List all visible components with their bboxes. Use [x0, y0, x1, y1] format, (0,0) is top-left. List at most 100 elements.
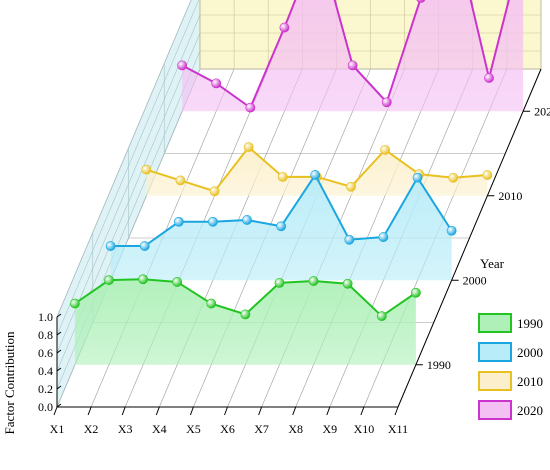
data-point-2020-X4: [279, 22, 290, 33]
z-axis-line: [397, 68, 542, 408]
x-tick-mark: [53, 406, 58, 416]
legend-label: 2020: [517, 403, 543, 418]
x-tick-label: X8: [288, 422, 303, 436]
y-tick-label: 1.0: [38, 310, 53, 324]
series-1990: [69, 274, 421, 365]
y-tick-mark: [56, 385, 62, 390]
data-point-2020-X10: [484, 73, 494, 83]
data-point-2020-X2: [211, 78, 222, 89]
y-tick-label: 0.0: [38, 400, 53, 414]
data-point-2000-X6: [276, 221, 287, 232]
data-point-1990-X6: [240, 309, 251, 320]
series-2010: [141, 142, 493, 197]
z-tick-label: 1990: [427, 358, 451, 372]
x-axis: [53, 406, 399, 416]
data-point-2000-X8: [344, 234, 355, 245]
data-point-2010-X5: [277, 171, 288, 182]
data-point-2000-X9: [378, 232, 389, 242]
data-point-1990-X10: [376, 311, 387, 322]
x-tick-mark: [87, 406, 92, 416]
data-point-1990-X7: [274, 277, 285, 288]
x-tick-mark: [258, 406, 263, 416]
data-point-2000-X10: [412, 172, 423, 183]
data-point-2020-X6: [347, 60, 358, 71]
x-tick-label: X2: [84, 422, 99, 436]
x-tick-label: X10: [354, 422, 375, 436]
data-point-2020-X8: [416, 0, 426, 3]
x-tick-mark: [224, 406, 228, 416]
y-tick-mark: [56, 331, 62, 336]
data-point-2010-X11: [482, 170, 493, 180]
data-point-2020-X7: [381, 97, 392, 108]
legend-swatch-1990: [478, 313, 512, 333]
z-tick-label: 2020: [534, 104, 550, 118]
data-point-1990-X4: [172, 277, 183, 287]
series-area-2010: [146, 147, 488, 196]
y-axis-title: Factor Contribution: [2, 331, 17, 434]
data-point-2010-X8: [380, 144, 390, 155]
data-point-2010-X1: [141, 164, 152, 175]
legend-swatch-2000: [478, 342, 512, 362]
x-tick-label: X3: [118, 422, 133, 436]
x-tick-mark: [121, 406, 126, 416]
data-point-2000-X11: [446, 225, 457, 236]
z-axis: [397, 68, 542, 408]
data-point-2010-X3: [209, 186, 220, 197]
data-point-2000-X5: [242, 215, 252, 225]
series-area-2020: [182, 0, 524, 112]
data-point-2020-X1: [177, 60, 188, 71]
data-point-2000-X1: [105, 241, 116, 251]
data-point-1990-X2: [104, 275, 114, 286]
x-tick-label: X9: [322, 422, 337, 436]
data-point-2000-X2: [139, 241, 150, 251]
x-tick-mark: [394, 406, 399, 416]
x-tick-label: X6: [220, 422, 235, 436]
data-point-2020-X3: [245, 102, 256, 113]
y-tick-label: 0.8: [38, 328, 53, 342]
series-area-1990: [74, 279, 416, 365]
data-point-2000-X7: [310, 170, 321, 180]
y-tick-label: 0.6: [38, 346, 53, 360]
legend-label: 2000: [517, 345, 543, 360]
x-tick-label: X4: [152, 422, 167, 436]
legend: [478, 313, 512, 420]
y-tick-label: 0.2: [38, 382, 53, 396]
data-point-1990-X1: [69, 298, 80, 309]
data-point-2010-X4: [243, 142, 254, 153]
x-tick-mark: [326, 406, 331, 416]
y-axis: [56, 313, 62, 408]
legend-label: 2010: [517, 374, 543, 389]
y-tick-mark: [56, 313, 62, 318]
x-tick-label: X1: [50, 422, 65, 436]
legend-swatch-2020: [478, 400, 512, 420]
x-tick-mark: [189, 406, 194, 416]
data-point-1990-X11: [410, 287, 421, 298]
x-tick-label: X5: [186, 422, 201, 436]
x-tick-mark: [292, 406, 297, 416]
series-2020: [177, 0, 524, 113]
y-tick-mark: [56, 349, 62, 354]
y-tick-label: 0.4: [38, 364, 53, 378]
data-point-1990-X8: [308, 276, 319, 286]
z-tick-label: 2010: [498, 189, 522, 203]
data-point-2010-X10: [448, 172, 459, 183]
z-axis-title: Year: [480, 256, 505, 271]
data-point-1990-X5: [206, 298, 217, 309]
x-tick-mark: [155, 406, 160, 416]
data-point-2000-X4: [208, 216, 218, 227]
z-tick-label: 2000: [463, 273, 487, 287]
series-2000: [105, 170, 457, 281]
data-point-1990-X3: [138, 274, 148, 285]
back-wall: [199, 0, 542, 70]
x-tick-mark: [360, 406, 365, 416]
data-point-2000-X3: [173, 216, 184, 227]
legend-label: 1990: [517, 316, 543, 331]
data-point-1990-X9: [342, 278, 353, 289]
x-tick-label: X11: [388, 422, 408, 436]
x-tick-label: X7: [254, 422, 269, 436]
data-point-2010-X7: [346, 181, 356, 192]
data-point-2010-X2: [175, 175, 186, 186]
legend-swatch-2010: [478, 371, 512, 391]
